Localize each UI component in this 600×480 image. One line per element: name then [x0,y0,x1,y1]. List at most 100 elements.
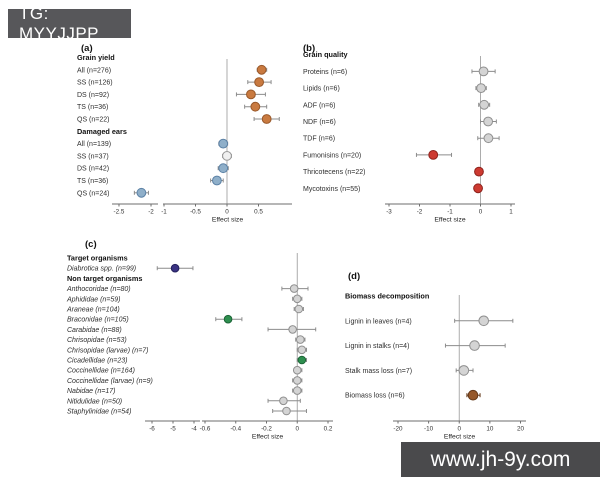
row-label: Araneae (n=104) [66,307,120,314]
data-point [222,151,232,161]
data-point [254,77,265,87]
data-point [279,396,288,406]
x-tick-label: -6 [149,426,155,433]
panel-c: Target organisms Diabrotica spp. (n=99)No… [66,239,333,441]
row-label: Chrisopidae (n=53) [67,337,127,344]
panel-label: (c) [85,239,97,250]
x-tick-label: 0.2 [324,426,333,433]
row-label: SS (n=126) [77,80,113,87]
row-label: DS (n=42) [77,166,109,173]
row-label: Proteins (n=6) [303,69,347,76]
x-tick-label: 20 [517,426,525,433]
row-label: Lignin in leaves (n=4) [345,318,412,325]
data-point [296,335,305,344]
row-label: Biomass loss (n=6) [345,393,405,400]
row-label: QS (n=24) [77,190,110,197]
data-point [458,365,470,376]
data-point [483,133,494,144]
panel-label: (d) [348,271,360,282]
row-label: SS (n=37) [77,153,109,160]
data-point [297,355,307,365]
row-label: Nabidae (n=17) [67,388,115,395]
row-header: Non target organisms [67,274,142,283]
row-label: Lipids (n=6) [303,86,340,93]
x-axis-title: Effect size [212,217,243,224]
data-point [246,89,256,100]
x-tick-label: -1 [447,209,453,216]
data-point [292,376,302,385]
data-point [467,389,479,401]
data-point [223,314,233,324]
x-tick-label: -0.6 [200,426,211,433]
x-tick-label: -1 [161,209,167,216]
row-label: DS (n=92) [77,92,109,99]
x-tick-label: -3 [386,209,392,216]
x-tick-label: 0 [479,209,483,216]
x-axis-title: Effect size [252,434,283,441]
x-tick-label: 0.5 [254,209,263,216]
data-point [292,365,302,375]
data-point [282,406,291,416]
row-label: TDF (n=6) [303,136,335,143]
row-header: Damaged ears [77,127,127,136]
data-point [478,315,490,327]
row-label: Aphididae (n=59) [66,296,121,303]
x-tick-label: -4 [191,426,197,433]
panel-a: Grain yield All (n=276) SS (n=126) DS (n=92… [77,43,292,224]
row-label: Diabrotica spp. (n=99) [67,266,136,273]
data-point [297,345,307,355]
row-label: Chrisopidae (larvae) (n=7) [67,347,149,354]
x-tick-label: -10 [424,426,434,433]
watermark-overlay: www.jh-9y.com [401,442,600,477]
panel-label: (a) [81,43,93,54]
data-point [469,340,480,351]
data-point [478,66,489,77]
x-tick-label: -2 [148,209,154,216]
row-label: All (n=276) [77,67,111,74]
x-tick-label: -0.2 [261,426,272,433]
panel-b: Grain quality Proteins (n=6) Lipids (n=6) A… [303,43,515,224]
row-header: Biomass decomposition [345,292,429,301]
row-label: QS (n=22) [77,117,110,124]
row-header: Grain quality [303,50,349,59]
row-label: Mycotoxins (n=55) [303,186,360,193]
data-point [479,99,490,110]
x-axis-title: Effect size [444,434,475,441]
data-point [289,284,299,293]
x-tick-label: 1 [509,209,513,216]
data-point [250,101,261,112]
row-label: Anthocoridae (n=80) [66,286,131,293]
row-header: Target organisms [67,254,128,263]
data-point [292,294,302,304]
x-tick-label: 0 [225,209,229,216]
row-label: Stalk mass loss (n=7) [345,368,412,375]
data-point [473,183,483,194]
row-label: Nitidulidae (n=50) [67,398,122,405]
data-point [483,116,494,127]
data-point [474,166,484,177]
row-label: Thricotecens (n=22) [303,169,365,176]
row-label: Coccinellidae (larvae) (n=9) [67,378,153,385]
row-header: Grain yield [77,53,115,62]
data-point [428,150,439,160]
row-label: Staphylinidae (n=54) [67,409,131,416]
x-tick-label: 0 [295,426,299,433]
row-label: Cicadellidae (n=23) [67,358,128,365]
tag-overlay: TG: MYYJJPP [8,4,131,43]
row-label: All (n=139) [77,141,111,148]
row-label: ADF (n=6) [303,102,335,109]
data-point [292,386,302,395]
data-point [294,304,304,314]
data-point [170,263,180,273]
x-axis-title: Effect size [434,217,465,224]
row-label: Coccinellidae (n=164) [67,368,135,375]
row-label: TS (n=36) [77,178,108,185]
data-point [476,83,487,93]
row-label: Braconidae (n=105) [67,317,129,324]
panel-d: Biomass decomposition Lignin in leaves (n… [345,271,526,441]
row-label: Fumonisins (n=20) [303,152,361,159]
x-tick-label: 10 [486,426,494,433]
x-tick-label: -0.4 [230,426,241,433]
